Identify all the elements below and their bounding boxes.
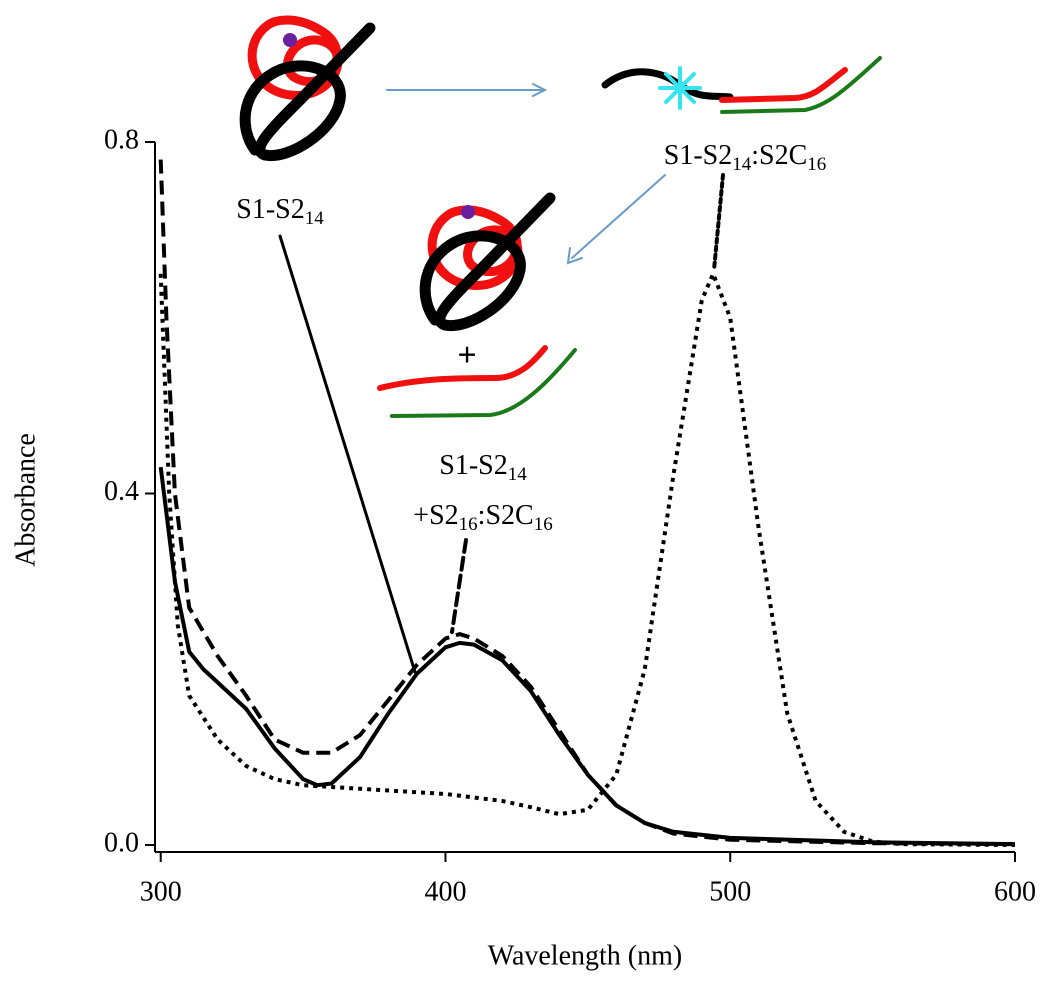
- x-tick-label: 600: [994, 876, 1036, 907]
- series-label: S1-S214: [236, 194, 324, 229]
- series-label-part: 16: [459, 514, 478, 535]
- y-tick-label: 0.0: [104, 827, 139, 858]
- series-line: [158, 268, 1016, 847]
- series-label-part: +S2: [413, 500, 458, 531]
- plus-sign: +: [457, 337, 476, 374]
- series-label: S1-S214:S2C16: [664, 140, 827, 175]
- x-tick-label: 300: [140, 876, 182, 907]
- series-line: [158, 159, 1016, 847]
- series-label-part: :S2C: [478, 500, 534, 531]
- series-label: S1-S214: [439, 450, 527, 485]
- series-label-part: S1-S2: [664, 140, 732, 171]
- series-label-part: :S2C: [751, 140, 807, 171]
- x-tick-label: 400: [424, 876, 466, 907]
- series-label: +S216:S2C16: [413, 500, 552, 535]
- series-label-part: S1-S2: [439, 450, 507, 481]
- x-tick-label: 500: [709, 876, 751, 907]
- x-axis-title: Wavelength (nm): [488, 940, 682, 971]
- series-label-part: 14: [305, 208, 325, 229]
- y-tick-label: 0.4: [104, 476, 139, 507]
- series-label-part: 16: [534, 514, 553, 535]
- y-axis-title: Absorbance: [10, 433, 41, 567]
- y-tick-label: 0.8: [104, 124, 139, 155]
- series-label-part: 16: [807, 154, 826, 175]
- diagram: [239, 15, 882, 674]
- series-label-part: S1-S2: [236, 194, 304, 225]
- series-label-part: 14: [732, 154, 752, 175]
- series-line: [158, 466, 1016, 847]
- series-label-part: 14: [508, 464, 528, 485]
